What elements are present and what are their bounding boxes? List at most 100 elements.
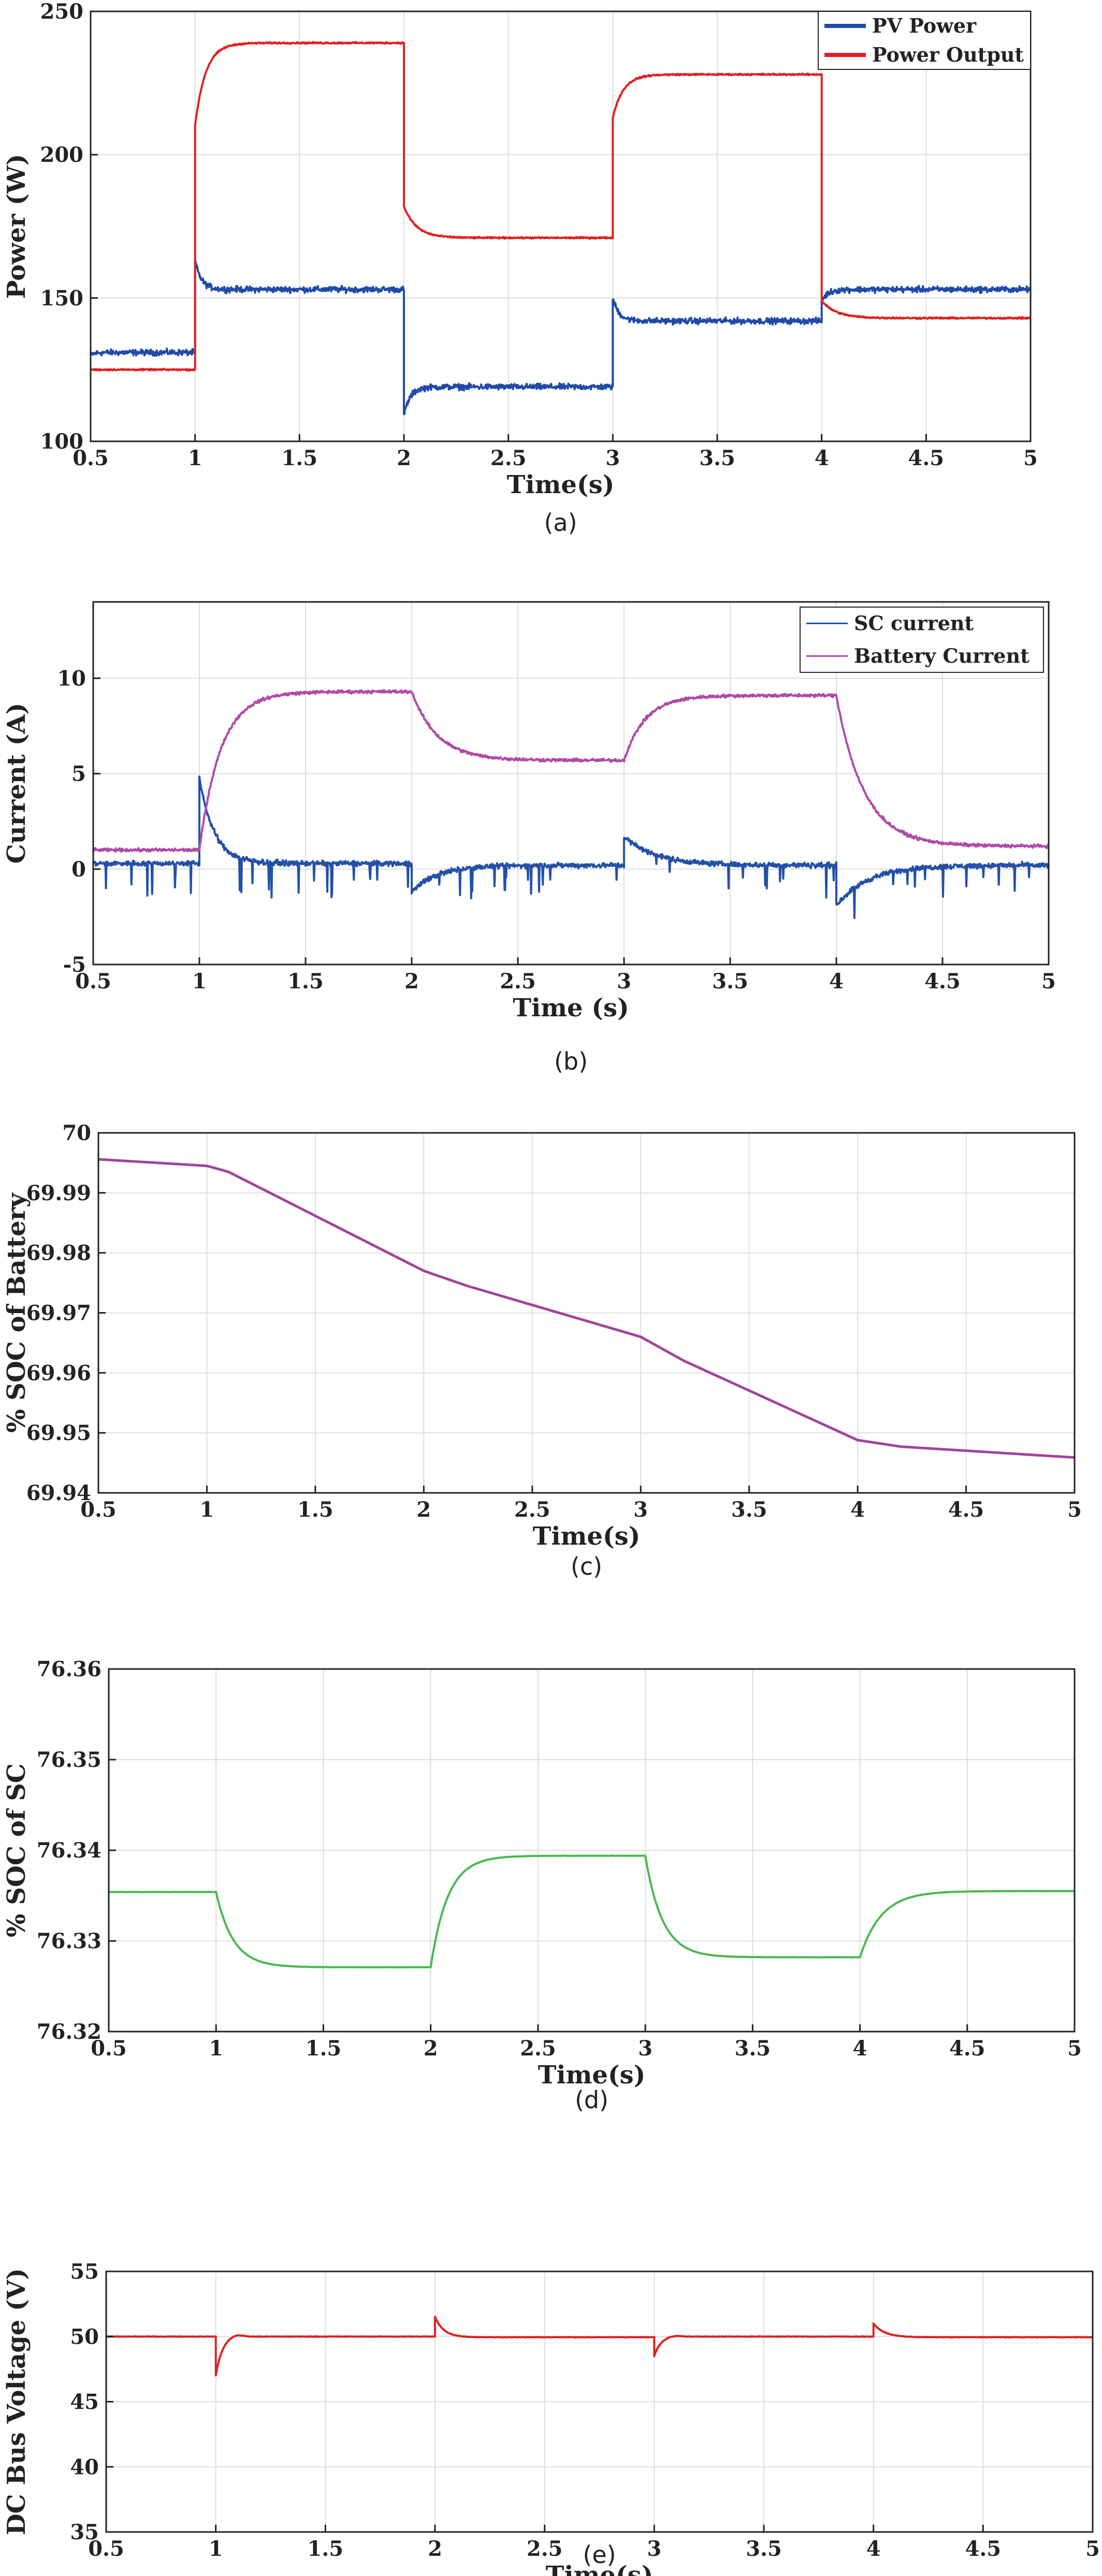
x-tick-label: 3 [633,1498,648,1522]
y-tick-label: 69.98 [26,1241,91,1265]
y-tick-label: 0 [71,857,86,882]
y-axis-title: DC Bus Voltage (V) [2,2268,31,2536]
x-tick-label: 0.5 [80,1498,117,1522]
x-tick-label: 1.5 [297,1498,334,1522]
x-tick-label: 4.5 [948,1498,984,1522]
x-tick-label: 1 [188,446,202,470]
x-tick-label: 2 [424,2036,438,2061]
x-tick-label: 4 [866,2537,881,2561]
y-tick-label: 200 [40,143,84,167]
x-tick-label: 4 [850,1498,865,1522]
legend: SC current Battery Current [800,607,1044,673]
y-axis-title: Power (W) [2,154,31,299]
chart-panel-b: 0.5 1 1.5 2 2.5 3 3.5 4 4.5 5 -5 0 5 10 Time (s) Curren… [2,601,1056,1075]
x-tick-label: 0.5 [75,969,111,994]
chart-panel-c: 0.5 1 1.5 2 2.5 3 3.5 4 4.5 5 69.94 69.95 69.96 69.97… [2,1121,1082,1580]
y-tick-label: 10 [57,666,86,690]
legend: PV Power Power Output [818,11,1031,70]
series-line-main [108,1854,1075,1969]
x-tick-label: 0.5 [72,446,109,470]
x-tick-label: 4.5 [924,969,961,994]
x-tick-label: 2.5 [527,2537,563,2561]
y-tick-label: 69.94 [26,1481,91,1505]
y-tick-label: 55 [70,2260,99,2284]
y-axis-title: % SOC of Battery [2,1192,31,1433]
y-tick-label: -5 [63,953,86,977]
x-tick-label: 1.5 [282,446,318,470]
y-tick-label: 150 [40,286,84,310]
x-tick-label: 3.5 [712,969,748,994]
y-tick-label: 69.97 [26,1301,91,1326]
y-tick-label: 69.95 [26,1421,91,1445]
panel-caption: (d) [575,2086,608,2114]
legend-box [800,607,1044,673]
x-tick-label: 1 [209,2537,223,2561]
x-tick-label: 1 [209,2036,223,2061]
x-axis-title: Time(s) [546,2561,654,2576]
x-tick-label: 4.5 [965,2537,1002,2561]
plot-area [91,11,1031,441]
x-tick-label: 2.5 [490,446,527,470]
x-axis-title: Time (s) [513,994,629,1023]
y-tick-label: 70 [62,1121,91,1145]
x-tick-label: 4 [829,969,844,994]
axes-frame [90,10,1032,442]
x-tick-label: 2 [428,2537,442,2561]
x-axis-title: Time(s) [507,470,615,499]
x-tick-label: 3 [605,446,620,470]
y-tick-label: 40 [70,2455,99,2479]
legend-label: SC current [854,612,974,635]
panel-caption: (c) [571,1552,602,1580]
y-tick-label: 250 [40,0,84,24]
axes-frame [92,601,1050,966]
chart-panel-e: 0.5 1 1.5 2 2.5 3 3.5 4 4.5 5 35 40 45 50 55 Time(s) DC … [2,2260,1100,2576]
y-tick-label: 69.99 [26,1181,91,1205]
y-tick-label: 76.32 [37,2020,102,2044]
x-tick-label: 2.5 [520,2036,556,2061]
x-tick-label: 2.5 [514,1498,550,1522]
y-tick-label: 69.96 [26,1361,91,1385]
x-tick-label: 2.5 [500,969,536,994]
x-tick-label: 1 [192,969,207,994]
x-tick-label: 3.5 [699,446,735,470]
x-tick-label: 5 [1067,2036,1082,2061]
y-tick-label: 76.36 [37,1657,102,1681]
x-tick-label: 1.5 [287,969,324,994]
x-tick-label: 0.5 [88,2537,124,2561]
x-tick-label: 3 [617,969,631,994]
x-axis-title: Time(s) [533,1522,641,1551]
x-tick-label: 2 [404,969,419,994]
chart-panel-a: 0.5 1 1.5 2 2.5 3 3.5 4 4.5 5 100 150 200 250 Time(s) P… [2,0,1038,537]
x-tick-label: 2 [416,1498,431,1522]
legend-label: Power Output [872,43,1024,66]
x-tick-label: 5 [1085,2537,1100,2561]
series-line-battery-current [92,689,1050,853]
y-axis-title: Current (A) [2,703,31,864]
x-tick-label: 0.5 [91,2036,127,2061]
panel-caption: (a) [544,509,577,537]
x-tick-label: 4.5 [908,446,945,470]
y-tick-label: 5 [71,762,86,786]
x-tick-label: 5 [1067,1498,1082,1522]
y-tick-label: 45 [70,2390,99,2414]
y-tick-label: 100 [40,429,84,454]
series-line-main [98,1158,1075,1459]
y-axis-title: % SOC of SC [2,1763,31,1937]
x-tick-label: 5 [1023,446,1038,470]
x-axis-title: Time(s) [538,2061,646,2090]
x-tick-label: 3.5 [731,1498,767,1522]
legend-label: Battery Current [854,644,1030,668]
x-tick-label: 1 [200,1498,214,1522]
legend-box [818,11,1031,70]
series-line-main [106,2315,1093,2377]
x-tick-label: 3 [638,2036,653,2061]
series-line-pv-power [90,258,1032,415]
x-tick-label: 3.5 [735,2036,771,2061]
x-tick-label: 4.5 [949,2036,985,2061]
x-tick-label: 4 [853,2036,867,2061]
x-tick-label: 5 [1041,969,1056,994]
x-tick-label: 3 [647,2537,661,2561]
legend-label: PV Power [872,14,977,37]
y-tick-label: 76.33 [37,1929,102,1953]
